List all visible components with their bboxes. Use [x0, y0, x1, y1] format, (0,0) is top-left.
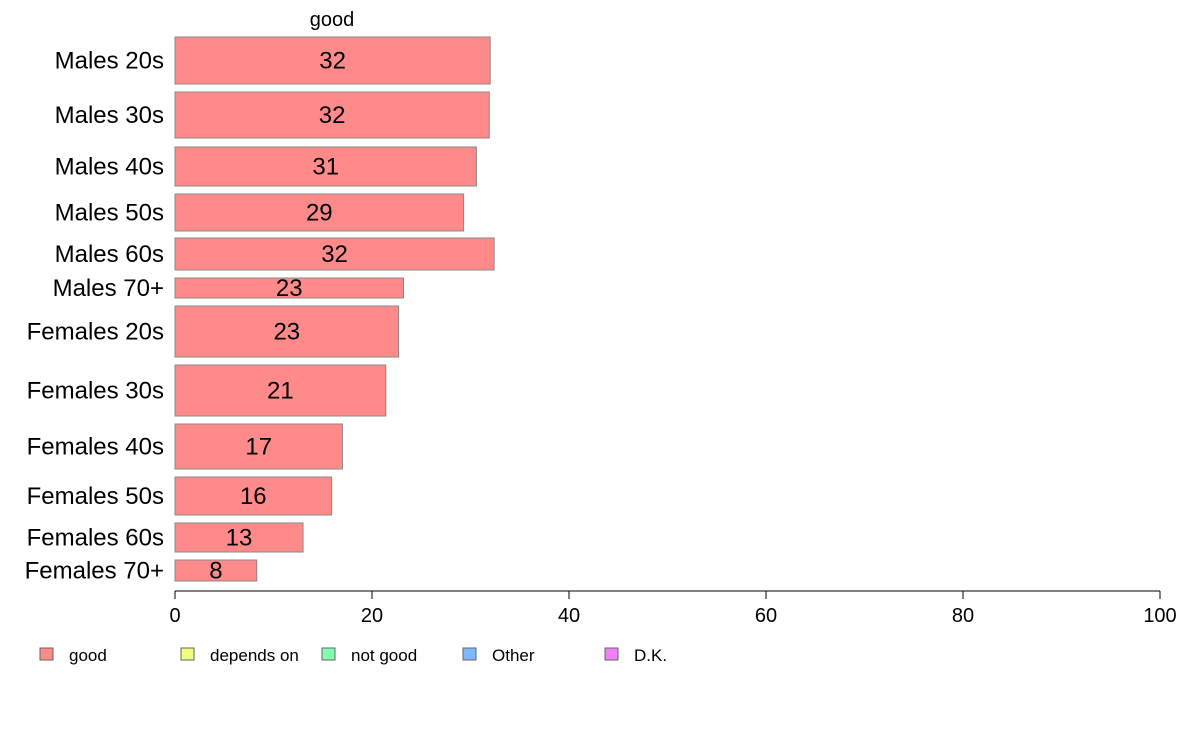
bar	[174, 237, 495, 271]
x-tick-label: 60	[755, 605, 777, 627]
bar	[174, 522, 304, 553]
category-label: Females 50s	[27, 483, 164, 510]
x-tick-label: 100	[1143, 605, 1176, 627]
bar-value-label: 32	[321, 241, 348, 268]
bar-value-label: 16	[240, 483, 267, 510]
legend-label: depends on	[210, 646, 299, 665]
bar-value-label: 23	[273, 319, 300, 346]
bar	[174, 364, 387, 417]
category-label: Females 20s	[27, 319, 164, 346]
category-label: Males 30s	[55, 102, 164, 129]
column-title: good	[310, 9, 355, 31]
legend: good depends on not good Other D.K.	[39, 646, 667, 665]
category-label: Males 40s	[55, 154, 164, 181]
x-tick-label: 20	[361, 605, 383, 627]
bar-value-label: 8	[209, 558, 222, 585]
bar-value-label: 23	[276, 275, 303, 302]
legend-label: good	[69, 646, 107, 665]
bar-value-label: 31	[312, 154, 339, 181]
legend-label: D.K.	[634, 646, 667, 665]
category-label: Females 40s	[27, 434, 164, 461]
bar	[174, 423, 343, 470]
bar-value-label: 13	[226, 525, 253, 552]
bar-value-label: 17	[245, 434, 272, 461]
category-label: Males 60s	[55, 241, 164, 268]
bar-value-label: 32	[319, 48, 346, 75]
bars-group: Males 20s 32 Males 30s 32 Males 40s 31 Males 5…	[25, 36, 495, 585]
bar-value-label: 32	[319, 102, 346, 129]
legend-swatch	[604, 647, 619, 661]
category-label: Females 70+	[25, 558, 164, 585]
bar	[174, 36, 491, 85]
category-label: Females 30s	[27, 378, 164, 405]
category-label: Females 60s	[27, 525, 164, 552]
bar	[174, 91, 490, 139]
x-tick-label: 80	[952, 605, 974, 627]
bar	[174, 277, 405, 299]
category-label: Males 50s	[55, 200, 164, 227]
category-label: Males 20s	[55, 48, 164, 75]
x-axis: 0 20 40 60 80 100	[169, 590, 1177, 627]
bar	[174, 476, 333, 516]
bar	[174, 305, 400, 358]
legend-swatch	[39, 647, 54, 661]
legend-swatch	[180, 647, 195, 661]
x-tick-label: 0	[169, 605, 180, 627]
bar-value-label: 29	[306, 200, 333, 227]
x-tick-label: 40	[558, 605, 580, 627]
bar	[174, 559, 258, 582]
bar	[174, 193, 465, 232]
category-label: Males 70+	[53, 275, 164, 302]
legend-swatch	[462, 647, 477, 661]
bar-value-label: 21	[267, 378, 294, 405]
legend-label: not good	[351, 646, 417, 665]
legend-swatch	[321, 647, 336, 661]
legend-label: Other	[492, 646, 535, 665]
bar	[174, 146, 477, 187]
